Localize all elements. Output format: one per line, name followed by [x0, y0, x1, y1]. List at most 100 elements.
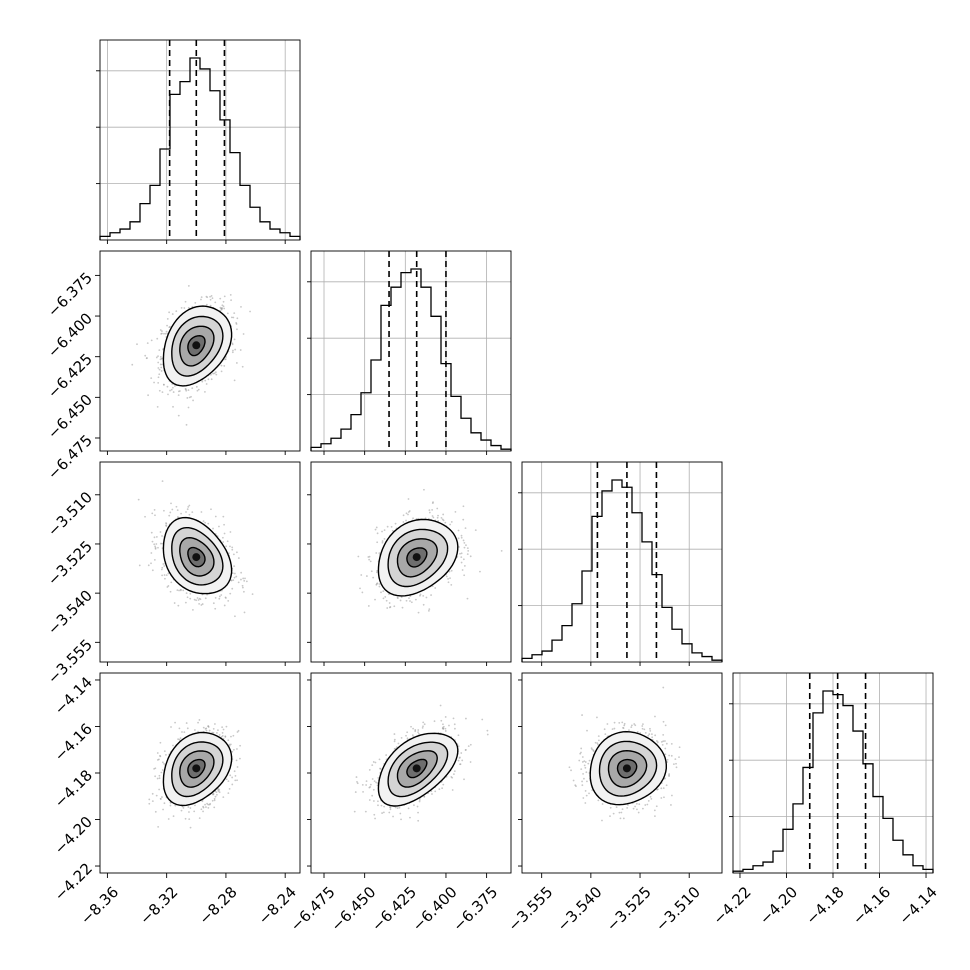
sample-point [230, 299, 232, 302]
sample-point [384, 596, 387, 598]
sample-point [422, 725, 424, 728]
sample-point [469, 743, 472, 746]
sample-point [233, 312, 236, 315]
sample-point [187, 506, 190, 508]
density-peak [192, 553, 201, 562]
sample-point [369, 783, 372, 786]
sample-point [220, 308, 223, 311]
sample-point [221, 726, 224, 729]
sample-point [215, 791, 218, 794]
sample-point [231, 548, 234, 551]
sample-point [207, 806, 210, 809]
scatter-frame-0-1 [99, 250, 301, 452]
sample-point [229, 545, 231, 548]
sample-point [179, 737, 182, 740]
sample-point [151, 569, 154, 572]
sample-point [165, 330, 168, 333]
histogram-panel-1 [307, 251, 512, 451]
sample-point [418, 799, 421, 801]
sample-point [161, 761, 164, 764]
sample-point [356, 782, 359, 785]
sample-point [423, 488, 425, 491]
sample-point [188, 818, 191, 821]
sample-point [177, 604, 180, 607]
sample-point [186, 508, 189, 511]
sample-point [437, 514, 439, 517]
panel-content [137, 480, 254, 618]
sample-point [147, 394, 149, 397]
sample-point [474, 529, 477, 531]
sample-point [413, 804, 415, 807]
sample-point [174, 721, 176, 724]
sample-point [200, 296, 203, 299]
sample-point [222, 541, 225, 543]
sample-point [224, 358, 226, 361]
sample-point [231, 546, 234, 549]
sample-point [230, 316, 233, 319]
sample-point [156, 406, 159, 408]
sample-point [189, 807, 192, 809]
sample-point [161, 332, 163, 335]
sample-point [460, 556, 463, 559]
sample-point [195, 599, 198, 602]
sample-point [219, 297, 222, 300]
sample-point [201, 380, 204, 383]
sample-point [462, 539, 465, 542]
sample-point [457, 745, 460, 747]
density-contour [162, 516, 233, 595]
sample-point [432, 501, 434, 504]
sample-point [161, 769, 164, 771]
sample-point [225, 545, 228, 548]
sample-point [156, 777, 159, 780]
sample-point [195, 385, 198, 388]
sample-point [151, 800, 154, 803]
sample-point [376, 569, 378, 572]
sample-point [153, 508, 156, 511]
sample-point [220, 594, 223, 596]
sample-point [153, 381, 155, 384]
sample-point [185, 389, 188, 392]
sample-point [163, 750, 166, 753]
sample-point [235, 362, 238, 364]
sample-point [227, 599, 230, 602]
sample-point [163, 332, 165, 335]
sample-point [232, 748, 235, 751]
sample-point [241, 586, 244, 589]
sample-point [239, 757, 241, 760]
sample-point [381, 540, 384, 542]
sample-point [153, 543, 156, 546]
sample-point [200, 808, 203, 811]
sample-point [211, 297, 214, 300]
sample-point [461, 759, 464, 762]
sample-point [375, 583, 378, 586]
sample-point [214, 597, 217, 599]
scatter-panel-0-3 [148, 719, 242, 829]
sample-point [204, 727, 207, 730]
sample-point [422, 603, 425, 606]
density-peak [192, 341, 201, 350]
sample-point [417, 731, 419, 734]
sample-point [159, 754, 161, 757]
sample-point [408, 597, 410, 599]
sample-point [154, 767, 157, 770]
sample-point [370, 570, 373, 573]
sample-point [204, 597, 207, 600]
sample-point [204, 379, 207, 382]
sample-point [235, 759, 238, 762]
sample-point [462, 505, 465, 508]
sample-point [150, 377, 153, 380]
sample-point [219, 306, 222, 309]
sample-point [221, 732, 224, 734]
sample-point [357, 555, 360, 558]
sample-point [407, 807, 410, 810]
sample-point [154, 514, 156, 517]
sample-point [385, 754, 388, 756]
sample-point [194, 804, 196, 807]
sample-point [371, 778, 374, 780]
sample-point [383, 805, 386, 808]
sample-point [157, 382, 160, 384]
sample-point [161, 330, 163, 333]
sample-point [165, 524, 167, 527]
sample-point [169, 590, 172, 593]
sample-point [187, 406, 190, 409]
